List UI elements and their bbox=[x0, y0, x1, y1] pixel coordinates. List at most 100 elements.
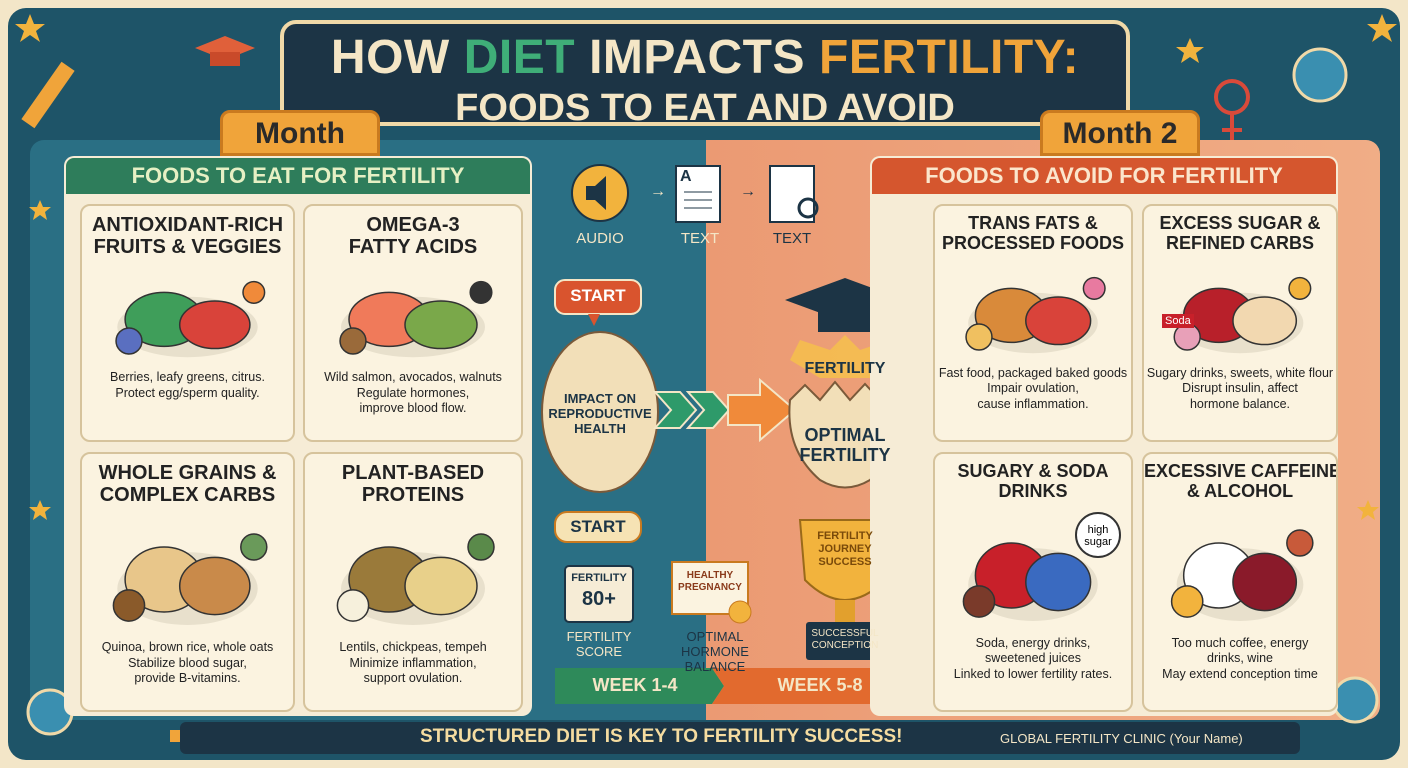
egg-text: IMPACT ON REPRODUCTIVE HEALTH bbox=[540, 391, 660, 437]
flow-label: TEXT bbox=[680, 230, 720, 247]
card-desc: May extend conception time bbox=[1162, 666, 1318, 681]
avoid-header: FOODS TO AVOID FOR FERTILITY bbox=[872, 158, 1336, 194]
card-desc: Lentils, chickpeas, tempeh bbox=[339, 640, 487, 654]
score-box bbox=[564, 565, 634, 623]
card-desc: Wild salmon, avocados, walnuts bbox=[324, 370, 502, 384]
start-button[interactable]: START bbox=[570, 517, 626, 536]
score-title: FERTILITY bbox=[571, 572, 627, 584]
audio-icon bbox=[571, 164, 629, 222]
card-title: EXCESS SUGAR & bbox=[1159, 213, 1321, 233]
card-desc: Linked to lower fertility rates. bbox=[953, 666, 1113, 681]
card-title: COMPLEX CARBS bbox=[99, 484, 276, 506]
trophy-plaque-line: SUCCESSFUL bbox=[811, 628, 879, 639]
food-card: OMEGA-3 FATTY ACIDS Wild salmon, avocados,… bbox=[303, 204, 523, 442]
card-desc: hormone balance. bbox=[1189, 396, 1291, 411]
subtitle: FOODS TO EAT AND AVOID bbox=[455, 87, 955, 129]
card-desc: Fast food, packaged baked goods bbox=[938, 365, 1128, 380]
certificate-caption-line: OPTIMAL bbox=[686, 629, 744, 644]
trophy-title: FERTILITY JOURNEY SUCCESS bbox=[805, 530, 885, 570]
grad-cap bbox=[195, 36, 255, 66]
card-desc: support ovulation. bbox=[363, 671, 463, 686]
badge-line: sugar bbox=[1084, 536, 1112, 549]
card-desc: Berries, leafy greens, citrus. bbox=[110, 370, 265, 384]
egg bbox=[541, 331, 659, 493]
egg-line: IMPACT ON bbox=[564, 391, 636, 406]
score-caption: FERTILITY SCORE bbox=[555, 629, 643, 660]
footer-credit: GLOBAL FERTILITY CLINIC (Your Name) bbox=[1000, 731, 1243, 746]
flow-label: AUDIO bbox=[576, 230, 624, 247]
card-desc: Quinoa, brown rice, whole oats bbox=[101, 640, 274, 654]
title: HOW DIET IMPACTS FERTILITY: bbox=[284, 30, 1126, 85]
cracked-line: OPTIMAL bbox=[804, 425, 886, 445]
flow-arrow: → bbox=[650, 183, 666, 200]
card-desc: Soda, energy drinks, bbox=[975, 635, 1091, 650]
arrow bbox=[727, 377, 797, 443]
food-illustration bbox=[115, 280, 266, 358]
card-title: WHOLE GRAINS & bbox=[98, 462, 277, 484]
cracked-top-text: FERTILITY bbox=[804, 360, 886, 377]
footer-bar bbox=[180, 722, 1300, 754]
bottle-label: Soda bbox=[1162, 314, 1194, 328]
food-card: EXCESS SUGAR & REFINED CARBS Soda Sugary dr… bbox=[1142, 204, 1338, 442]
month-tab: Month 2 bbox=[1040, 110, 1200, 156]
card-title: DRINKS bbox=[998, 480, 1068, 501]
title-word: IMPACTS bbox=[589, 31, 805, 84]
card-desc: Impair ovulation, bbox=[987, 381, 1079, 396]
card-desc: Regulate hormones, bbox=[356, 385, 470, 400]
food-card: SUGARY & SODA DRINKS high sugar Soda, energy… bbox=[933, 452, 1133, 712]
card-desc: provide B-vitamins. bbox=[134, 671, 241, 686]
card-title: & ALCOHOL bbox=[1186, 480, 1294, 501]
footer-slogan: STRUCTURED DIET IS KEY TO FERTILITY SUCC… bbox=[420, 726, 903, 747]
food-illustration bbox=[1173, 276, 1312, 353]
card-desc: sweetened juices bbox=[985, 651, 1081, 666]
globe bbox=[26, 47, 1379, 736]
egg-line: HEALTH bbox=[574, 420, 626, 436]
seal bbox=[728, 600, 752, 624]
start-bubble bbox=[554, 279, 642, 326]
egg-line: REPRODUCTIVE bbox=[548, 405, 652, 421]
doc-letter: A bbox=[680, 168, 692, 185]
badge-line: high bbox=[1087, 524, 1109, 536]
food-card: ANTIOXIDANT-RICH FRUITS & VEGGIES Berries,… bbox=[80, 204, 295, 442]
trophy-plaque-line: CONCEPTION bbox=[811, 640, 879, 651]
card-title: EXCESSIVE CAFFEINE bbox=[1144, 461, 1338, 481]
cracked-line: FERTILITY bbox=[799, 444, 891, 465]
score-caption-line: FERTILITY bbox=[566, 629, 632, 644]
flow-label: TEXT bbox=[772, 230, 812, 247]
card-desc: Stabilize blood sugar, bbox=[128, 655, 247, 670]
trophy-title-line: FERTILITY bbox=[817, 530, 873, 542]
score-caption-line: SCORE bbox=[575, 643, 623, 659]
score-value: 80+ bbox=[582, 588, 616, 610]
card-title: OMEGA-3 bbox=[366, 214, 460, 236]
card-desc: Minimize inflammation, bbox=[349, 655, 477, 670]
food-illustration bbox=[1170, 528, 1314, 621]
card-desc: improve blood flow. bbox=[359, 401, 467, 416]
week-bar bbox=[555, 668, 918, 704]
certificate-caption: OPTIMAL HORMONE BALANCE bbox=[650, 629, 780, 675]
gender-symbol bbox=[1214, 79, 1250, 140]
card-title: PLANT-BASED bbox=[341, 462, 485, 484]
food-card: PLANT-BASED PROTEINS Lentils, chickpeas, t… bbox=[303, 452, 523, 712]
card-title: TRANS FATS & bbox=[968, 213, 1098, 233]
certificate-caption-line: HORMONE BALANCE bbox=[681, 643, 749, 674]
doc-search-icon bbox=[769, 165, 819, 223]
chevrons bbox=[652, 391, 731, 429]
eat-header: FOODS TO EAT FOR FERTILITY bbox=[66, 158, 530, 194]
food-card: EXCESSIVE CAFFEINE & ALCOHOL Too much coff… bbox=[1142, 452, 1338, 712]
start-bubble-text: START bbox=[570, 286, 626, 305]
food-illustration bbox=[962, 528, 1108, 621]
food-illustration bbox=[965, 276, 1106, 353]
month-tab: Month bbox=[220, 110, 380, 156]
food-card: TRANS FATS & PROCESSED FOODS Fast food, pa… bbox=[933, 204, 1133, 442]
card-desc: drinks, wine bbox=[1207, 651, 1273, 666]
title-word: DIET bbox=[463, 31, 576, 84]
certificate-title: HEALTHY PREGNANCY bbox=[672, 570, 748, 594]
card-title: REFINED CARBS bbox=[1165, 232, 1314, 253]
badge: high sugar bbox=[1075, 512, 1121, 558]
card-desc: Too much coffee, energy bbox=[1171, 635, 1309, 650]
food-card: WHOLE GRAINS & COMPLEX CARBS Quinoa, brown… bbox=[80, 452, 295, 712]
week-label: WEEK 1-4 bbox=[592, 675, 678, 695]
card-title: PROCESSED FOODS bbox=[941, 232, 1125, 253]
card-desc: Disrupt insulin, affect bbox=[1182, 381, 1298, 396]
